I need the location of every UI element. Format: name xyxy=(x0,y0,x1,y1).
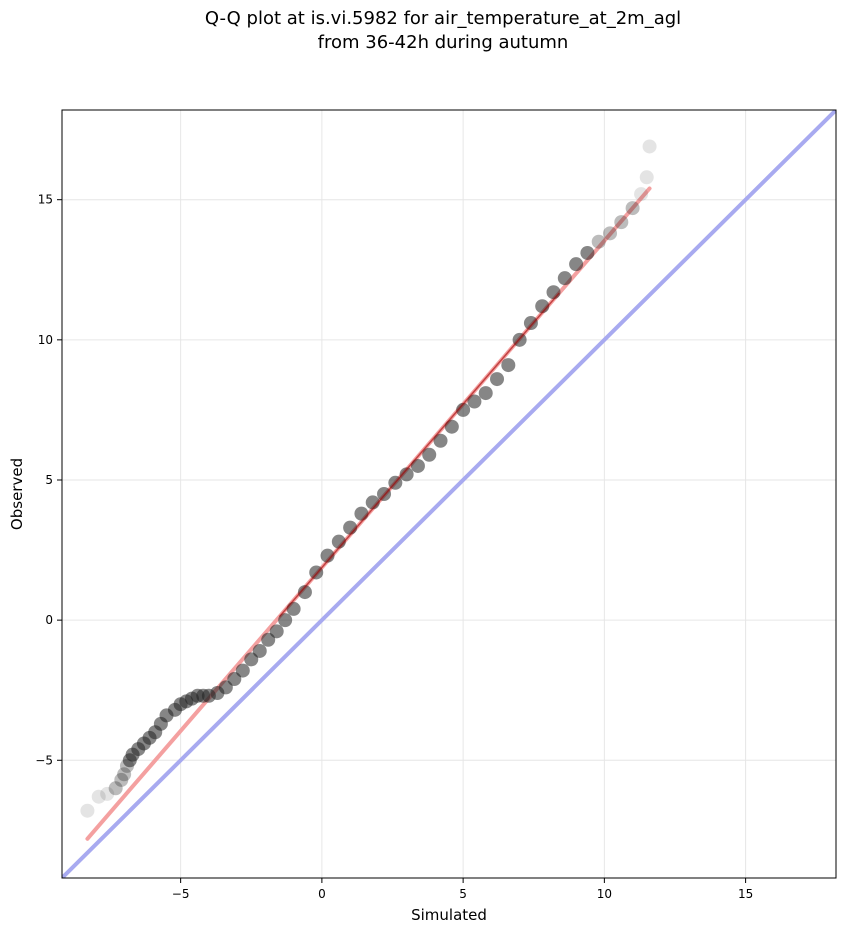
plot-frame xyxy=(61,109,837,879)
qq-point xyxy=(467,394,482,409)
qq-point xyxy=(320,548,335,563)
qq-point xyxy=(490,372,505,387)
x-tick-label: 10 xyxy=(597,887,612,901)
qq-point xyxy=(278,613,293,628)
x-axis-ticks: −5 0 5 10 15 xyxy=(172,878,753,901)
y-tick-label: −5 xyxy=(35,753,53,767)
fit-line-inner xyxy=(278,292,560,618)
x-tick-label: 15 xyxy=(738,887,753,901)
qq-point xyxy=(625,201,640,216)
qq-point xyxy=(91,789,106,804)
qq-point xyxy=(354,506,369,521)
qq-point xyxy=(444,419,459,434)
x-tick-label: 0 xyxy=(318,887,326,901)
qq-point xyxy=(433,433,448,448)
y-tick-label: 0 xyxy=(45,613,53,627)
reference-lines xyxy=(62,110,836,878)
chart-title-line1: Q-Q plot at is.vi.5982 for air_temperatu… xyxy=(205,8,681,29)
y-tick-label: 5 xyxy=(45,473,53,487)
identity-line xyxy=(62,110,836,878)
qq-point xyxy=(422,447,437,462)
qq-point xyxy=(634,187,649,202)
qq-point xyxy=(569,257,584,272)
qq-point xyxy=(365,495,380,510)
qq-point xyxy=(478,386,493,401)
qq-point xyxy=(252,643,267,658)
qq-point xyxy=(501,358,516,373)
qq-point xyxy=(642,139,657,154)
x-tick-label: −5 xyxy=(172,887,190,901)
qq-point xyxy=(614,215,629,230)
qq-point xyxy=(399,467,414,482)
y-axis-ticks: −5 0 5 10 15 xyxy=(35,193,62,767)
qq-point xyxy=(557,271,572,286)
qq-point xyxy=(80,803,95,818)
qq-point xyxy=(603,226,618,241)
qq-point xyxy=(100,786,115,801)
qq-point xyxy=(108,781,123,796)
qq-point xyxy=(639,170,654,185)
qq-point xyxy=(523,316,538,331)
qq-point xyxy=(456,402,471,417)
qq-point xyxy=(117,767,132,782)
qq-point xyxy=(286,601,301,616)
y-axis-label: Observed xyxy=(8,458,26,530)
y-tick-label: 15 xyxy=(38,193,53,207)
y-tick-label: 10 xyxy=(38,333,53,347)
chart-title-line2: from 36-42h during autumn xyxy=(318,32,569,53)
qq-point xyxy=(343,520,358,535)
data-points xyxy=(80,139,657,818)
qq-point xyxy=(331,534,346,549)
qq-point xyxy=(580,245,595,260)
qq-point xyxy=(269,624,284,639)
qq-point xyxy=(410,458,425,473)
qq-point xyxy=(591,234,606,249)
qq-point xyxy=(297,585,312,600)
x-tick-label: 5 xyxy=(459,887,467,901)
qq-point xyxy=(546,285,561,300)
qq-point xyxy=(235,663,250,678)
x-axis-label: Simulated xyxy=(411,906,487,924)
qq-point xyxy=(114,772,129,787)
